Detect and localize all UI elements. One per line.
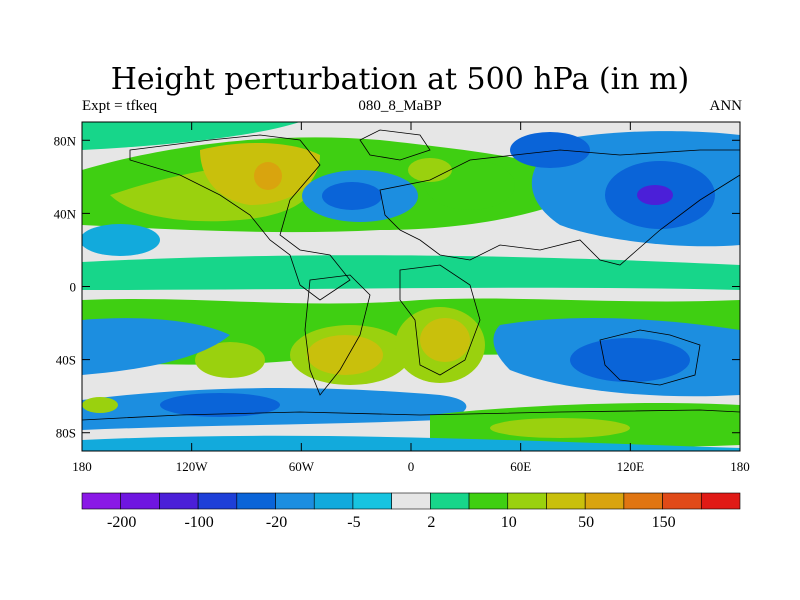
x-tick-label: 60W [289, 459, 315, 474]
colorbar-swatch [584, 492, 625, 510]
x-tick-label: 60E [510, 459, 531, 474]
colorbar-swatch [391, 492, 431, 510]
colorbar-swatch [313, 492, 354, 510]
contour-field [82, 122, 740, 451]
y-tick-label: 40S [56, 353, 76, 368]
colorbar-swatch [623, 492, 663, 510]
colorbar-label: 10 [501, 514, 517, 531]
y-tick-label: 80N [54, 133, 77, 148]
x-tick-label: 120W [176, 459, 209, 474]
colorbar-swatch [430, 492, 470, 510]
colorbar-swatch [275, 492, 315, 510]
chart-title: Height perturbation at 500 hPa (in m) [110, 62, 690, 97]
colorbar-label: -100 [184, 514, 213, 531]
coastlines [82, 129, 740, 421]
colorbar-swatch [81, 492, 122, 510]
x-tick-label: 180 [730, 459, 750, 474]
y-tick-label: 40N [54, 206, 77, 221]
colorbar-swatch [468, 492, 509, 510]
colorbar-swatch [120, 492, 160, 510]
colorbar-label: -200 [107, 514, 136, 531]
colorbar-swatch [662, 492, 702, 510]
colorbar-swatch [159, 492, 199, 510]
colorbar-swatch [197, 492, 238, 510]
colorbar-swatch [236, 492, 276, 510]
colorbar-label: 2 [427, 514, 435, 531]
y-tick-label: 80S [56, 426, 76, 441]
colorbar-swatch [700, 492, 741, 510]
colorbar-label: -20 [266, 514, 287, 531]
colorbar-label: -5 [347, 514, 360, 531]
case-label: 080_8_MaBP [358, 98, 442, 114]
colorbar-swatch [546, 492, 586, 510]
colorbar-label: 150 [652, 514, 676, 531]
colorbar-swatch [507, 492, 547, 510]
experiment-label: Expt = tfkeq [82, 98, 158, 114]
x-tick-label: 180 [72, 459, 92, 474]
x-tick-label: 120E [617, 459, 645, 474]
season-label: ANN [709, 98, 743, 114]
colorbar-swatch [352, 492, 392, 510]
colorbar-label: 50 [578, 514, 594, 531]
x-tick-label: 0 [408, 459, 415, 474]
y-tick-label: 0 [70, 280, 77, 295]
